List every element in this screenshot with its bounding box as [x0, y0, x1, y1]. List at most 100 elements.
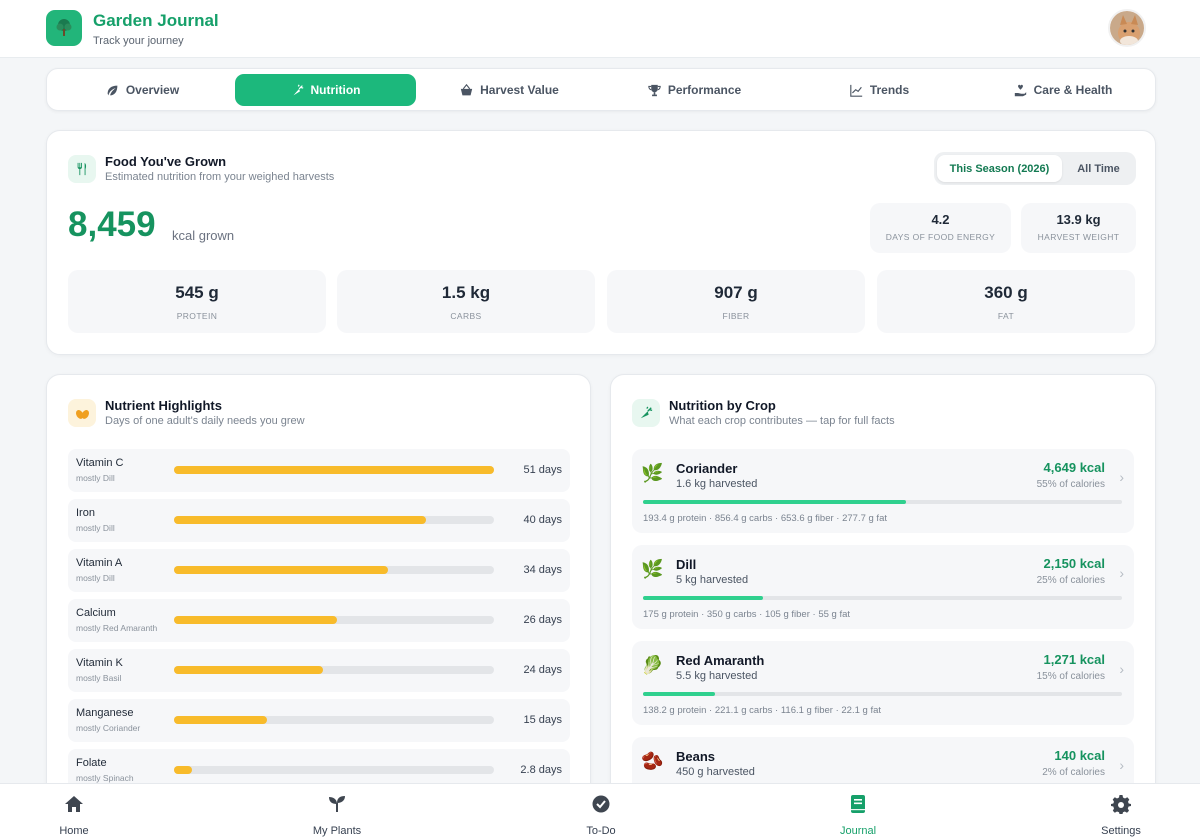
- nav-home-label: Home: [59, 825, 89, 837]
- macro-protein-label: PROTEIN: [176, 311, 218, 321]
- macro-carbs-value: 1.5 kg: [441, 283, 491, 302]
- crop-bar-track: [643, 500, 1122, 504]
- macro-fat-value: 360 g: [984, 283, 1028, 302]
- nutrient-highlights-card: Nutrient Highlights Days of one adult's …: [46, 374, 591, 814]
- crop-row[interactable]: 🌿 Coriander 1.6 kg harvested 4,649 kcal 55% …: [632, 449, 1134, 533]
- herb-icon: 🌿: [641, 559, 664, 579]
- crop-macros: 175 g protein · 350 g carbs · 105 g fibe…: [643, 609, 851, 620]
- nutrient-days: 24 days: [523, 664, 562, 676]
- macro-fat: 360 g FAT: [877, 270, 1135, 333]
- journal-icon: [851, 795, 865, 813]
- app-title: Garden Journal: [93, 11, 219, 30]
- crop-macros: 138.2 g protein · 221.1 g carbs · 116.1 …: [643, 705, 882, 716]
- days-food-energy-value: 4.2: [931, 212, 950, 227]
- crop-name: Red Amaranth: [676, 653, 765, 668]
- crop-kcal: 4,649 kcal: [1043, 460, 1105, 475]
- carrot-icon: [292, 84, 303, 95]
- harvest-weight-label: HARVEST WEIGHT: [1037, 232, 1120, 242]
- nutrient-bar-track: [174, 766, 494, 774]
- nutrient-bar-fill: [174, 516, 426, 524]
- nutrient-bar-track: [174, 466, 494, 474]
- nav-todo-label: To-Do: [586, 825, 616, 837]
- nutrient-days: 2.8 days: [520, 764, 562, 776]
- nutrient-row: Manganese mostly Coriander 15 days: [68, 699, 570, 742]
- crop-name: Dill: [676, 557, 697, 572]
- nutrient-bar-fill: [174, 666, 323, 674]
- macro-fiber-value: 907 g: [714, 283, 758, 302]
- macro-carbs-label: CARBS: [450, 311, 482, 321]
- nav-my-plants[interactable]: My Plants: [277, 793, 397, 837]
- chevron-right-icon: ›: [1119, 565, 1124, 581]
- nav-todo[interactable]: To-Do: [541, 793, 661, 837]
- nutrient-bar-fill: [174, 716, 267, 724]
- macro-protein-value: 545 g: [175, 283, 219, 302]
- nav-settings[interactable]: Settings: [1061, 793, 1181, 837]
- nav-journal-label: Journal: [839, 825, 877, 837]
- crop-harvested: 1.6 kg harvested: [676, 478, 758, 490]
- crop-bar-track: [643, 692, 1122, 696]
- crop-name: Coriander: [676, 461, 738, 476]
- crop-harvested: 450 g harvested: [676, 766, 755, 778]
- macro-fat-label: FAT: [997, 311, 1015, 321]
- food-grown-card: Food You've Grown Estimated nutrition fr…: [46, 130, 1156, 355]
- nutrient-row: Vitamin C mostly Dill 51 days: [68, 449, 570, 492]
- leaf-icon: [107, 85, 118, 95]
- crop-bar-fill: [643, 500, 907, 504]
- leafy-green-icon: 🥬: [641, 655, 664, 675]
- crop-bar-fill: [643, 596, 763, 600]
- nav-my-plants-label: My Plants: [312, 825, 362, 837]
- macro-carbs: 1.5 kg CARBS: [337, 270, 595, 333]
- section-tabs: Overview Nutrition Harvest Value Perform…: [46, 68, 1156, 111]
- tab-trends-label: Trends: [869, 83, 910, 97]
- nutrient-days: 51 days: [523, 464, 562, 476]
- tab-performance-label: Performance: [667, 83, 742, 97]
- nav-journal[interactable]: Journal: [798, 793, 918, 837]
- nav-home[interactable]: Home: [14, 793, 134, 837]
- nutrient-source: mostly Spinach: [76, 773, 134, 783]
- crop-row[interactable]: 🌿 Dill 5 kg harvested 2,150 kcal 25% of calo…: [632, 545, 1134, 629]
- kcal-unit: kcal grown: [172, 228, 235, 243]
- hand-heart-icon: [1014, 84, 1026, 96]
- sprout-icon: [329, 796, 345, 812]
- crop-kcal: 140 kcal: [1054, 748, 1105, 763]
- nutrient-bar-track: [174, 516, 494, 524]
- tab-nutrition[interactable]: Nutrition: [235, 74, 416, 106]
- chevron-right-icon: ›: [1119, 469, 1124, 485]
- nutrient-name: Vitamin K: [76, 657, 123, 669]
- nutrient-bar-track: [174, 716, 494, 724]
- nutrient-name: Manganese: [76, 707, 134, 719]
- tab-trends[interactable]: Trends: [787, 74, 972, 106]
- toggle-this-season[interactable]: This Season (2026): [937, 155, 1062, 182]
- tab-care-health[interactable]: Care & Health: [972, 74, 1154, 106]
- home-icon: [65, 796, 83, 812]
- crop-harvested: 5 kg harvested: [676, 574, 749, 586]
- nutrient-name: Calcium: [76, 607, 116, 619]
- kcal-total: 8,459: [68, 205, 156, 244]
- tab-harvest-value[interactable]: Harvest Value: [417, 74, 602, 106]
- crops-subtitle: What each crop contributes — tap for ful…: [669, 415, 895, 427]
- nutrient-days: 26 days: [523, 614, 562, 626]
- nutrient-bar-fill: [174, 616, 338, 624]
- tab-performance[interactable]: Performance: [602, 74, 787, 106]
- days-food-energy-stat: 4.2 DAYS OF FOOD ENERGY: [870, 203, 1011, 253]
- tab-overview[interactable]: Overview: [50, 74, 235, 106]
- crop-name: Beans: [676, 749, 716, 764]
- crop-row[interactable]: 🥬 Red Amaranth 5.5 kg harvested 1,271 kcal 1…: [632, 641, 1134, 725]
- toggle-all-time[interactable]: All Time: [1077, 162, 1120, 175]
- days-food-energy-label: DAYS OF FOOD ENERGY: [885, 232, 996, 242]
- crop-calorie-share: 55% of calories: [1036, 479, 1105, 490]
- nav-settings-label: Settings: [1101, 825, 1141, 837]
- app-subtitle: Track your journey: [93, 35, 184, 47]
- avatar[interactable]: [1108, 9, 1146, 47]
- nutrient-days: 34 days: [523, 564, 562, 576]
- gear-icon: [1111, 795, 1131, 814]
- nutrient-days: 40 days: [523, 514, 562, 526]
- tab-overview-label: Overview: [125, 83, 180, 97]
- crops-title: Nutrition by Crop: [669, 398, 776, 413]
- nutrient-name: Vitamin A: [76, 557, 123, 569]
- nutrient-source: mostly Coriander: [76, 723, 141, 733]
- macro-fiber-label: FIBER: [722, 311, 750, 321]
- chevron-right-icon: ›: [1119, 757, 1124, 773]
- tree-logo-icon: [46, 10, 82, 46]
- chevron-right-icon: ›: [1119, 661, 1124, 677]
